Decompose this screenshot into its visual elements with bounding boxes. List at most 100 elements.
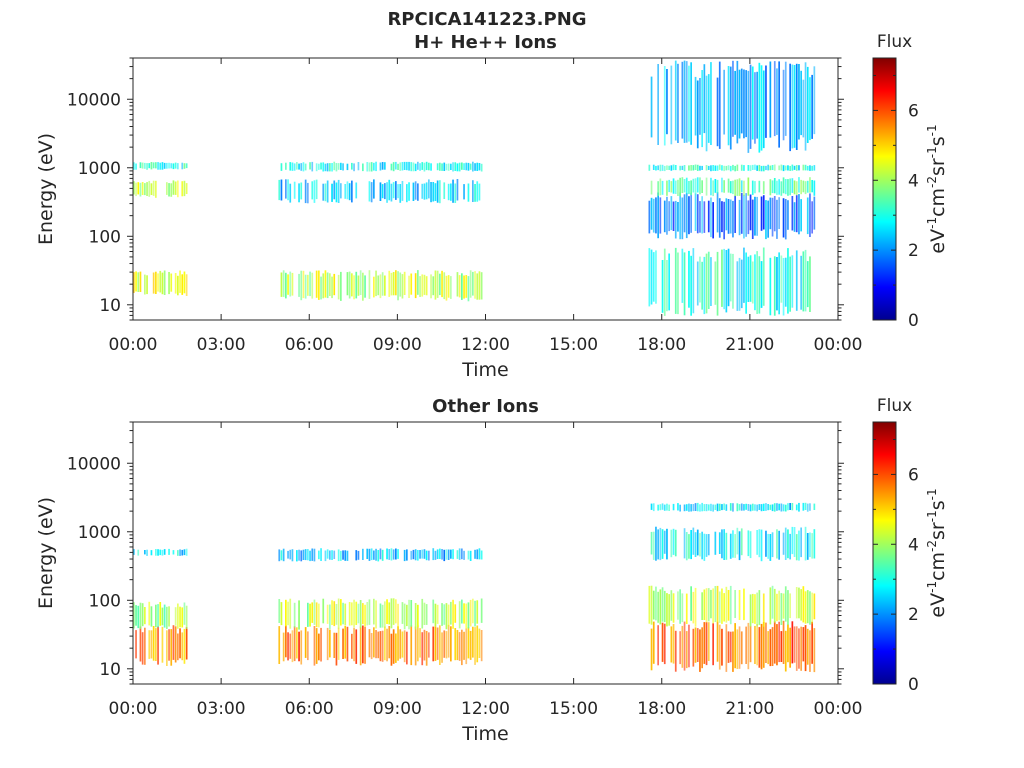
flux-streak	[688, 534, 690, 559]
flux-streak	[456, 272, 459, 297]
flux-streak	[439, 180, 441, 204]
flux-streak	[166, 162, 168, 169]
flux-streak	[806, 590, 809, 624]
flux-streak	[648, 200, 651, 234]
flux-streak	[734, 195, 736, 233]
flux-streak	[163, 162, 166, 169]
flux-streak	[747, 530, 750, 557]
flux-streak	[732, 530, 734, 558]
flux-streak	[300, 630, 303, 665]
flux-streak	[443, 604, 446, 625]
flux-streak	[432, 626, 435, 662]
flux-streak	[740, 164, 743, 171]
flux-streak	[813, 165, 816, 171]
y-tick-label: 10	[99, 660, 121, 680]
flux-streak	[379, 182, 382, 201]
flux-streak	[434, 183, 437, 201]
flux-streak	[650, 585, 653, 625]
flux-streak	[793, 65, 796, 148]
flux-streak	[765, 622, 767, 663]
flux-streak	[705, 622, 708, 666]
flux-streak	[304, 274, 307, 299]
flux-streak	[659, 197, 662, 234]
flux-streak	[793, 626, 796, 663]
flux-streak	[161, 626, 164, 663]
flux-streak	[776, 257, 778, 311]
flux-streak	[811, 74, 813, 139]
flux-streak	[681, 165, 684, 170]
flux-streak	[425, 631, 428, 666]
flux-streak	[773, 178, 776, 194]
flux-streak	[291, 549, 294, 562]
flux-streak	[467, 627, 470, 659]
flux-streak	[760, 65, 763, 151]
flux-streak	[780, 255, 783, 303]
flux-streak	[333, 161, 336, 171]
flux-streak	[694, 76, 697, 136]
flux-streak	[811, 592, 813, 624]
flux-band	[278, 624, 483, 666]
flux-streak	[661, 529, 664, 559]
flux-streak	[381, 604, 384, 628]
flux-streak	[756, 196, 758, 236]
flux-streak	[699, 504, 701, 512]
flux-streak	[683, 165, 686, 172]
flux-streak	[655, 526, 657, 561]
flux-streak	[740, 259, 743, 309]
flux-streak	[157, 626, 159, 665]
flux-streak	[798, 502, 800, 512]
flux-streak	[718, 532, 721, 554]
flux-streak	[762, 593, 765, 627]
flux-streak	[351, 602, 353, 626]
flux-streak	[703, 622, 706, 664]
flux-streak	[359, 600, 362, 628]
flux-streak	[298, 183, 300, 203]
flux-streak	[710, 503, 712, 512]
unit-base: eV	[927, 229, 949, 254]
flux-streak	[163, 270, 166, 295]
flux-streak	[461, 629, 463, 666]
flux-streak	[663, 165, 666, 172]
flux-streak	[721, 628, 723, 666]
flux-streak	[135, 163, 137, 170]
flux-streak	[461, 273, 463, 300]
flux-streak	[701, 70, 703, 148]
flux-streak	[166, 630, 168, 666]
flux-streak	[800, 589, 802, 621]
flux-streak	[705, 75, 708, 152]
flux-streak	[776, 593, 778, 622]
flux-streak	[650, 249, 653, 305]
flux-streak	[655, 197, 657, 234]
flux-streak	[758, 529, 761, 558]
flux-streak	[183, 163, 186, 169]
flux-streak	[324, 270, 327, 298]
flux-streak	[467, 602, 470, 629]
flux-streak	[780, 593, 783, 625]
flux-streak	[168, 606, 170, 627]
flux-streak	[663, 504, 666, 511]
flux-streak	[452, 162, 454, 172]
flux-streak	[758, 590, 761, 625]
flux-streak	[170, 163, 173, 169]
flux-streak	[278, 179, 281, 201]
flux-streak	[736, 261, 739, 311]
flux-streak	[304, 549, 307, 561]
flux-streak	[335, 182, 338, 203]
flux-streak	[318, 270, 320, 300]
flux-streak	[754, 181, 756, 194]
flux-streak	[725, 532, 728, 560]
flux-streak	[311, 548, 314, 561]
flux-streak	[813, 529, 816, 559]
flux-streak	[326, 604, 329, 624]
flux-streak	[309, 603, 311, 627]
flux-streak	[403, 271, 406, 295]
flux-streak	[340, 599, 342, 626]
flux-streak	[346, 272, 349, 296]
x-axis-label: Time	[461, 723, 509, 745]
flux-streak	[784, 61, 787, 136]
flux-streak	[185, 605, 188, 629]
flux-streak	[751, 66, 754, 140]
flux-streak	[320, 548, 322, 561]
flux-streak	[743, 247, 745, 303]
flux-streak	[340, 271, 342, 301]
